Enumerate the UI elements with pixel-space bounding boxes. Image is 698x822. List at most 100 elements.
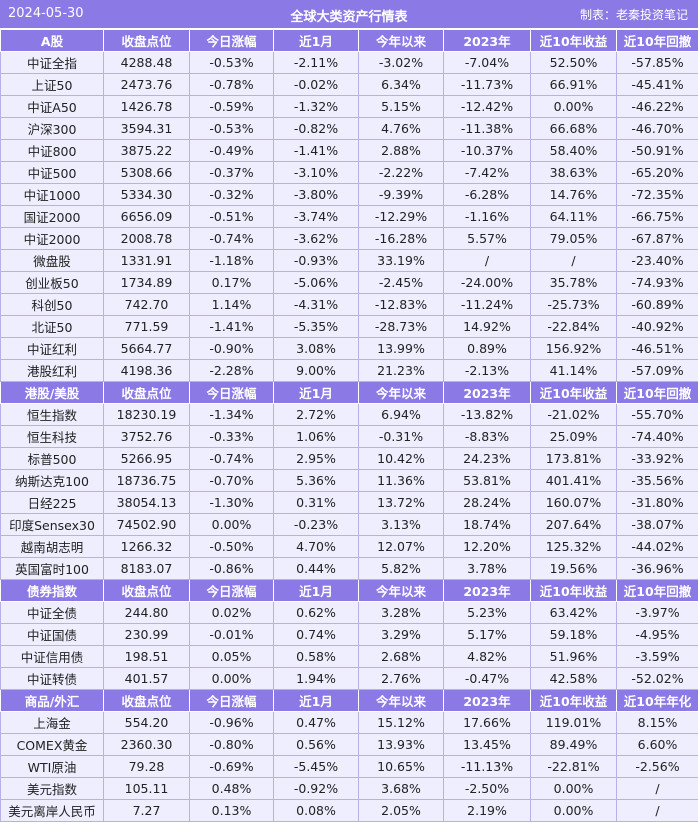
value-cell: 7.27 — [103, 799, 190, 822]
asset-name-cell: 中证500 — [0, 161, 104, 184]
value-cell: -36.96% — [616, 557, 698, 580]
value-cell: / — [443, 249, 531, 272]
value-cell: -5.45% — [273, 755, 359, 778]
value-cell: 24.23% — [443, 447, 531, 470]
column-header: 近1月 — [273, 689, 359, 712]
value-cell: / — [530, 249, 617, 272]
asset-name-cell: 英国富时100 — [0, 557, 104, 580]
column-header: 收盘点位 — [103, 29, 190, 52]
table-row: 中证2000 2008.78 -0.74% -3.62% -16.28% 5.57% 79.… — [0, 227, 698, 250]
value-cell: 0.00% — [189, 513, 274, 536]
value-cell: 5.15% — [358, 95, 444, 118]
value-cell: -0.90% — [189, 337, 274, 360]
value-cell: 156.92% — [530, 337, 617, 360]
value-cell: 3594.31 — [103, 117, 190, 140]
value-cell: 13.72% — [358, 491, 444, 514]
value-cell: -2.22% — [358, 161, 444, 184]
value-cell: -0.47% — [443, 667, 531, 690]
title-bar: 2024-05-30 全球大类资产行情表 制表：老秦投资笔记 — [0, 0, 698, 29]
value-cell: 2.68% — [358, 645, 444, 668]
column-header: 今日涨幅 — [189, 579, 274, 602]
table-row: COMEX黄金 2360.30 -0.80% 0.56% 13.93% 13.45% 89.… — [0, 733, 698, 756]
value-cell: 0.74% — [273, 623, 359, 646]
value-cell: -0.53% — [189, 117, 274, 140]
asset-name-cell: 中证红利 — [0, 337, 104, 360]
asset-name-cell: 创业板50 — [0, 271, 104, 294]
asset-name-cell: 美元指数 — [0, 777, 104, 800]
value-cell: 18736.75 — [103, 469, 190, 492]
value-cell: 2473.76 — [103, 73, 190, 96]
value-cell: 1426.78 — [103, 95, 190, 118]
value-cell: 8183.07 — [103, 557, 190, 580]
table-row: 日经225 38054.13 -1.30% 0.31% 13.72% 28.24% 160.… — [0, 491, 698, 514]
section-title: 港股/美股 — [0, 381, 104, 404]
value-cell: 74502.90 — [103, 513, 190, 536]
value-cell: 4198.36 — [103, 359, 190, 382]
table-row: 中证A50 1426.78 -0.59% -1.32% 5.15% -12.42% 0.00… — [0, 95, 698, 118]
table-row: 中证全债 244.80 0.02% 0.62% 3.28% 5.23% 63.42% -3.9… — [0, 601, 698, 624]
value-cell: 244.80 — [103, 601, 190, 624]
value-cell: 5.23% — [443, 601, 531, 624]
value-cell: 5.82% — [358, 557, 444, 580]
table-row: 恒生科技 3752.76 -0.33% 1.06% -0.31% -8.83% 25.09%… — [0, 425, 698, 448]
value-cell: 21.23% — [358, 359, 444, 382]
table-row: 上海金 554.20 -0.96% 0.47% 15.12% 17.66% 119.01% 8… — [0, 711, 698, 734]
section-header-a-share: A股 收盘点位 今日涨幅 近1月 今年以来 2023年 近10年收益 近10年回撤 — [0, 29, 698, 52]
value-cell: -2.28% — [189, 359, 274, 382]
value-cell: -0.53% — [189, 51, 274, 74]
value-cell: 35.78% — [530, 271, 617, 294]
value-cell: -66.75% — [616, 205, 698, 228]
value-cell: -2.13% — [443, 359, 531, 382]
value-cell: 4.76% — [358, 117, 444, 140]
value-cell: 207.64% — [530, 513, 617, 536]
asset-name-cell: WTI原油 — [0, 755, 104, 778]
value-cell: 3875.22 — [103, 139, 190, 162]
value-cell: -0.31% — [358, 425, 444, 448]
value-cell: 12.20% — [443, 535, 531, 558]
value-cell: -0.74% — [189, 227, 274, 250]
table-row: 上证50 2473.76 -0.78% -0.02% 6.34% -11.73% 66.91… — [0, 73, 698, 96]
value-cell: 15.12% — [358, 711, 444, 734]
table-body: A股 收盘点位 今日涨幅 近1月 今年以来 2023年 近10年收益 近10年回撤 中证全指 42… — [0, 29, 698, 822]
value-cell: -33.92% — [616, 447, 698, 470]
table-row: 北证50 771.59 -1.41% -5.35% -28.73% 14.92% -22.8… — [0, 315, 698, 338]
value-cell: 0.13% — [189, 799, 274, 822]
section-header-bond: 债券指数 收盘点位 今日涨幅 近1月 今年以来 2023年 近10年收益 近10年回撤 — [0, 579, 698, 602]
value-cell: -23.40% — [616, 249, 698, 272]
value-cell: 3.78% — [443, 557, 531, 580]
table-row: 国证2000 6656.09 -0.51% -3.74% -12.29% -1.16% 64… — [0, 205, 698, 228]
value-cell: 2.72% — [273, 403, 359, 426]
column-header: 今年以来 — [358, 689, 444, 712]
value-cell: -0.86% — [189, 557, 274, 580]
column-header: 近1月 — [273, 381, 359, 404]
table-row: 港股红利 4198.36 -2.28% 9.00% 21.23% -2.13% 41.14%… — [0, 359, 698, 382]
column-header: 近10年收益 — [530, 689, 617, 712]
value-cell: 10.42% — [358, 447, 444, 470]
value-cell: -22.84% — [530, 315, 617, 338]
value-cell: -0.32% — [189, 183, 274, 206]
value-cell: -0.23% — [273, 513, 359, 536]
value-cell: -0.02% — [273, 73, 359, 96]
asset-name-cell: 上证50 — [0, 73, 104, 96]
value-cell: -72.35% — [616, 183, 698, 206]
value-cell: -1.41% — [189, 315, 274, 338]
value-cell: 38054.13 — [103, 491, 190, 514]
value-cell: 13.99% — [358, 337, 444, 360]
value-cell: -2.11% — [273, 51, 359, 74]
value-cell: 13.93% — [358, 733, 444, 756]
asset-name-cell: 中证转债 — [0, 667, 104, 690]
column-header: 近10年年化 — [616, 689, 698, 712]
value-cell: 173.81% — [530, 447, 617, 470]
value-cell: -12.83% — [358, 293, 444, 316]
asset-name-cell: 中证800 — [0, 139, 104, 162]
table-row: 中证800 3875.22 -0.49% -1.41% 2.88% -10.37% 58.4… — [0, 139, 698, 162]
value-cell: 5664.77 — [103, 337, 190, 360]
value-cell: -0.49% — [189, 139, 274, 162]
value-cell: -0.51% — [189, 205, 274, 228]
value-cell: 79.05% — [530, 227, 617, 250]
value-cell: 0.56% — [273, 733, 359, 756]
table-row: 标普500 5266.95 -0.74% 2.95% 10.42% 24.23% 173.8… — [0, 447, 698, 470]
value-cell: -3.02% — [358, 51, 444, 74]
value-cell: -5.06% — [273, 271, 359, 294]
value-cell: 105.11 — [103, 777, 190, 800]
